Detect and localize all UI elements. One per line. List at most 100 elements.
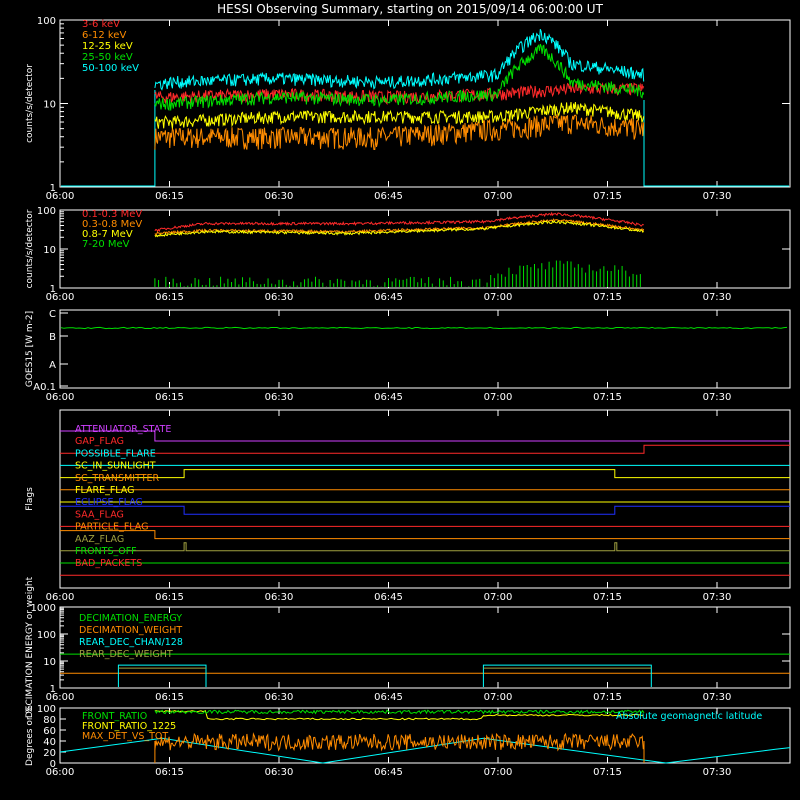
flag-label: AAZ_FLAG <box>75 534 124 545</box>
x-tick-label: 07:15 <box>593 692 622 703</box>
y-tick-label: C <box>49 309 56 320</box>
legend-entry: 7-20 MeV <box>82 239 130 250</box>
x-tick-label: 07:00 <box>484 392 513 403</box>
flag-label: ECLIPSE_FLAG <box>75 497 143 508</box>
flag-label: FRONTS_OFF <box>75 546 137 557</box>
x-tick-label: 06:15 <box>155 692 184 703</box>
x-tick-label: 06:15 <box>155 767 184 778</box>
x-tick-label: 06:15 <box>155 592 184 603</box>
x-tick-label: 07:30 <box>703 767 732 778</box>
y-axis-label: Degrees or % <box>25 705 35 766</box>
flags-panel-frame <box>59 409 791 589</box>
x-tick-label: 07:00 <box>484 592 513 603</box>
flag-label: SAA_FLAG <box>75 509 124 520</box>
x-tick-label: 06:30 <box>265 592 294 603</box>
x-tick-label: 06:00 <box>46 767 75 778</box>
legend-entry: 0.8-7 MeV <box>82 229 133 240</box>
x-tick-label: 07:15 <box>593 392 622 403</box>
legend-entry: 12-25 keV <box>82 41 133 52</box>
flag-line <box>60 430 790 442</box>
legend-entry: Absolute geomagnetic latitude <box>616 711 762 722</box>
legend-entry: 0.1-0.3 MeV <box>82 209 142 220</box>
x-tick-label: 06:00 <box>46 692 75 703</box>
x-tick-label: 06:00 <box>46 592 75 603</box>
decimation-panel-frame <box>59 606 791 689</box>
hxr-baseline <box>61 90 789 187</box>
x-tick-label: 06:30 <box>265 292 294 303</box>
y-tick-label: 100 <box>37 630 56 641</box>
legend-entry: MAX_DET_VS_TOT <box>82 731 168 742</box>
goes-panel-frame <box>59 309 791 389</box>
series-line-3 <box>154 43 645 112</box>
y-tick-label: 10 <box>43 657 56 668</box>
y-tick-label: 0 <box>50 759 56 770</box>
flag-label: GAP_FLAG <box>75 436 124 447</box>
x-tick-label: 07:00 <box>484 292 513 303</box>
y-tick-label: 20 <box>43 748 56 759</box>
x-tick-label: 06:45 <box>374 592 403 603</box>
legend-entry: 50-100 keV <box>82 63 139 74</box>
x-tick-label: 07:15 <box>593 191 622 202</box>
x-tick-label: 07:00 <box>484 191 513 202</box>
x-tick-label: 07:30 <box>703 191 732 202</box>
series-line-2 <box>154 102 645 129</box>
x-tick-label: 06:30 <box>265 692 294 703</box>
series-line-1 <box>154 114 645 150</box>
y-axis-label: GOES15 [W m-2] <box>25 311 35 387</box>
flag-label: BAD_PACKETS <box>75 558 142 569</box>
y-tick-label: 100 <box>37 704 56 715</box>
y-tick-label: 80 <box>43 715 56 726</box>
flag-label: ATTENUATOR_STATE <box>75 424 171 435</box>
x-tick-label: 07:30 <box>703 392 732 403</box>
legend-entry: 0.3-0.8 MeV <box>82 219 142 230</box>
y-tick-label: 1 <box>50 684 56 695</box>
legend-entry: REAR_DEC_WEIGHT <box>79 649 173 660</box>
flag-label: POSSIBLE_FLARE <box>75 448 156 459</box>
x-tick-label: 07:00 <box>484 767 513 778</box>
flag-line <box>60 444 790 454</box>
y-tick-label: 100 <box>37 206 56 217</box>
legend-entry: DECIMATION_ENERGY <box>79 613 182 624</box>
x-tick-label: 06:15 <box>155 392 184 403</box>
figure-title: HESSI Observing Summary, starting on 201… <box>217 2 603 16</box>
x-tick-label: 06:45 <box>374 191 403 202</box>
legend-entry: REAR_DEC_CHAN/128 <box>79 637 183 648</box>
gamma-series-2 <box>154 219 645 238</box>
x-tick-label: 07:30 <box>703 292 732 303</box>
y-tick-label: 40 <box>43 737 56 748</box>
x-tick-label: 06:45 <box>374 292 403 303</box>
geomag-latitude-line <box>59 737 791 764</box>
y-axis-label: counts/s/detector <box>25 64 35 143</box>
x-tick-label: 06:45 <box>374 692 403 703</box>
x-tick-label: 07:30 <box>703 592 732 603</box>
flag-line <box>60 469 790 479</box>
flag-line <box>60 505 790 515</box>
x-tick-label: 07:15 <box>593 592 622 603</box>
x-tick-label: 06:45 <box>374 767 403 778</box>
y-tick-label: 10 <box>43 245 56 256</box>
y-tick-label: 1 <box>50 183 56 194</box>
goes-flux-line <box>60 326 788 330</box>
y-tick-label: 10 <box>43 100 56 111</box>
max-det-line <box>154 732 644 752</box>
y-axis-label: counts/s/detector <box>25 209 35 288</box>
y-tick-label: 100 <box>37 16 56 27</box>
legend-entry: FRONT_RATIO_1225 <box>82 721 176 732</box>
gamma-series-0 <box>154 211 644 233</box>
rear-dec-chan-line <box>117 664 652 687</box>
y-tick-label: 60 <box>43 726 56 737</box>
x-tick-label: 07:00 <box>484 692 513 703</box>
x-tick-label: 06:30 <box>265 191 294 202</box>
x-tick-label: 06:30 <box>265 767 294 778</box>
legend-entry: DECIMATION_WEIGHT <box>79 625 182 636</box>
ratio-panel-frame <box>59 707 791 764</box>
flags-axis-label: Flags <box>25 487 35 511</box>
y-tick-label: 1000 <box>31 603 56 614</box>
x-tick-label: 06:00 <box>46 191 75 202</box>
x-tick-label: 06:00 <box>46 392 75 403</box>
x-tick-label: 06:00 <box>46 292 75 303</box>
y-axis-label: DECIMATION ENERGY or weight <box>25 576 35 718</box>
legend-entry: 3-6 keV <box>82 19 120 30</box>
series-line-4 <box>154 29 645 91</box>
